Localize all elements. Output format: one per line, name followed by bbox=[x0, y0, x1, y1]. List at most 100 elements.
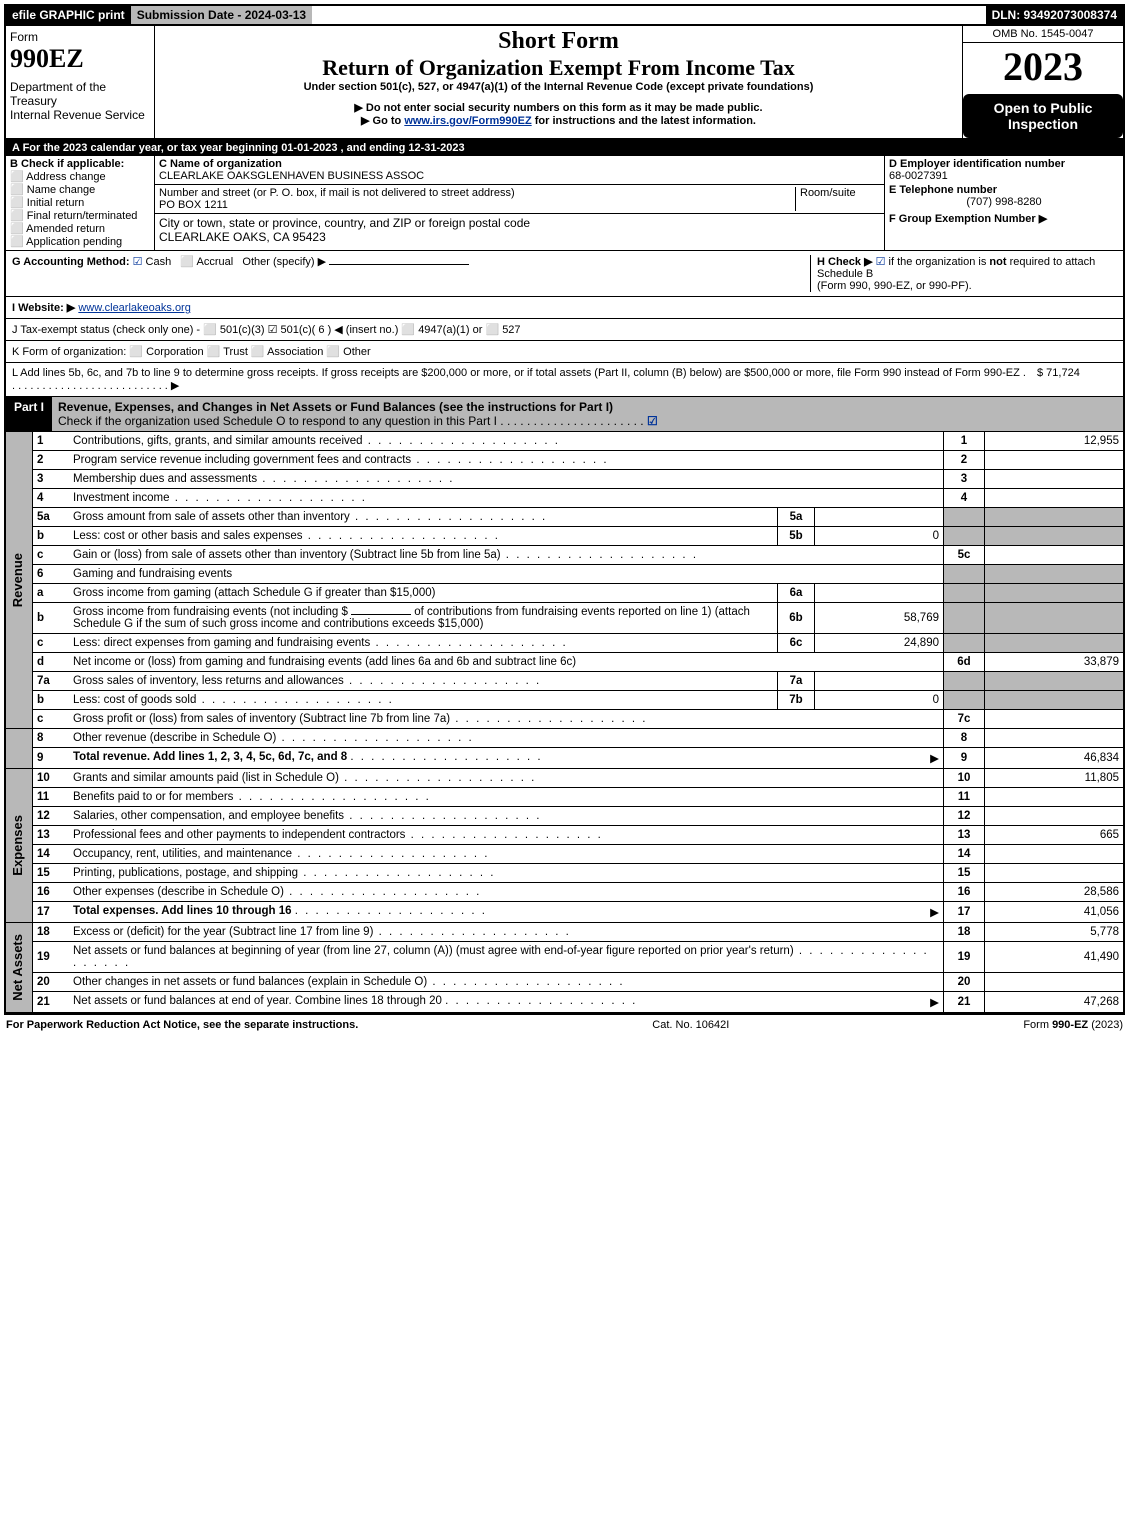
l7a-desc: Gross sales of inventory, less returns a… bbox=[69, 672, 778, 691]
l21-arrow: ▶ bbox=[930, 995, 939, 1009]
g-cash: Cash bbox=[146, 256, 172, 268]
chk-amended[interactable]: Amended return bbox=[10, 222, 150, 235]
l6-desc: Gaming and fundraising events bbox=[69, 565, 944, 584]
section-a: A For the 2023 calendar year, or tax yea… bbox=[4, 140, 1125, 156]
l7a-vshade bbox=[985, 672, 1125, 691]
goto-row: ▶ Go to www.irs.gov/Form990EZ for instru… bbox=[159, 114, 958, 127]
l6b-rshade bbox=[944, 603, 985, 634]
line-5a: 5a Gross amount from sale of assets othe… bbox=[5, 508, 1124, 527]
l21-desc: Net assets or fund balances at end of ye… bbox=[69, 992, 944, 1014]
spacer bbox=[312, 6, 985, 24]
l9-val: 46,834 bbox=[985, 748, 1125, 769]
l7b-sv: 0 bbox=[815, 691, 944, 710]
header-left: Form 990EZ Department of the Treasury In… bbox=[6, 26, 155, 138]
part1-checkbox[interactable]: ☑ bbox=[647, 414, 658, 428]
h-mid: if the organization is bbox=[889, 256, 990, 268]
l12-desc: Salaries, other compensation, and employ… bbox=[69, 807, 944, 826]
l6-vshade bbox=[985, 565, 1125, 584]
l5a-vshade bbox=[985, 508, 1125, 527]
line-19: 19 Net assets or fund balances at beginn… bbox=[5, 942, 1124, 973]
line-6a: a Gross income from gaming (attach Sched… bbox=[5, 584, 1124, 603]
l20-val bbox=[985, 973, 1125, 992]
l5c-num: c bbox=[33, 546, 70, 565]
top-bar: efile GRAPHIC print Submission Date - 20… bbox=[4, 4, 1125, 26]
l1-num: 1 bbox=[33, 432, 70, 451]
f-label-text: F Group Exemption Number ▶ bbox=[889, 213, 1047, 225]
chk-initial[interactable]: Initial return bbox=[10, 196, 150, 209]
l9-num: 9 bbox=[33, 748, 70, 769]
l5c-desc: Gain or (loss) from sale of assets other… bbox=[69, 546, 944, 565]
chk-name[interactable]: Name change bbox=[10, 183, 150, 196]
l5a-num: 5a bbox=[33, 508, 70, 527]
side-revenue-text: Revenue bbox=[10, 553, 25, 607]
l6c-rshade bbox=[944, 634, 985, 653]
goto-link[interactable]: www.irs.gov/Form990EZ bbox=[404, 115, 531, 127]
line-7b: b Less: cost of goods sold 7b 0 bbox=[5, 691, 1124, 710]
l13-num: 13 bbox=[33, 826, 70, 845]
l1-desc: Contributions, gifts, grants, and simila… bbox=[69, 432, 944, 451]
i-website[interactable]: www.clearlakeoaks.org bbox=[78, 302, 191, 314]
name-label: C Name of organization bbox=[159, 158, 282, 170]
l1-rnum: 1 bbox=[944, 432, 985, 451]
l19-rnum: 19 bbox=[944, 942, 985, 973]
phone: (707) 998-8280 bbox=[889, 196, 1119, 208]
l2-desc: Program service revenue including govern… bbox=[69, 451, 944, 470]
footer-right-post: (2023) bbox=[1091, 1019, 1123, 1031]
l6b-sv: 58,769 bbox=[815, 603, 944, 634]
efile-label: efile GRAPHIC print bbox=[6, 6, 131, 24]
h-not: not bbox=[989, 256, 1006, 268]
part1-label: Part I bbox=[6, 397, 52, 431]
l16-val: 28,586 bbox=[985, 883, 1125, 902]
line-3: 3 Membership dues and assessments 3 bbox=[5, 470, 1124, 489]
l14-desc: Occupancy, rent, utilities, and maintena… bbox=[69, 845, 944, 864]
l8-num: 8 bbox=[33, 729, 70, 748]
row-gh: G Accounting Method: ☑ Cash ⬜ Accrual Ot… bbox=[4, 251, 1125, 297]
l14-val bbox=[985, 845, 1125, 864]
header-right: OMB No. 1545-0047 2023 Open to Public In… bbox=[962, 26, 1123, 138]
line-11: 11 Benefits paid to or for members 11 bbox=[5, 788, 1124, 807]
l19-desc: Net assets or fund balances at beginning… bbox=[69, 942, 944, 973]
l18-num: 18 bbox=[33, 923, 70, 942]
l8-desc: Other revenue (describe in Schedule O) bbox=[69, 729, 944, 748]
chk-final[interactable]: Final return/terminated bbox=[10, 209, 150, 222]
l17-val: 41,056 bbox=[985, 902, 1125, 923]
l15-desc: Printing, publications, postage, and shi… bbox=[69, 864, 944, 883]
footer-right: Form 990-EZ (2023) bbox=[1023, 1019, 1123, 1031]
l12-val bbox=[985, 807, 1125, 826]
line-8: 8 Other revenue (describe in Schedule O)… bbox=[5, 729, 1124, 748]
chk-address[interactable]: Address change bbox=[10, 170, 150, 183]
l10-rnum: 10 bbox=[944, 769, 985, 788]
line-1: Revenue 1 Contributions, gifts, grants, … bbox=[5, 432, 1124, 451]
l7b-num: b bbox=[33, 691, 70, 710]
l9-desc: Total revenue. Add lines 1, 2, 3, 4, 5c,… bbox=[69, 748, 944, 769]
row-k: K Form of organization: ⬜ Corporation ⬜ … bbox=[4, 341, 1125, 363]
chk-pending[interactable]: Application pending bbox=[10, 235, 150, 248]
l19-val: 41,490 bbox=[985, 942, 1125, 973]
l5c-rnum: 5c bbox=[944, 546, 985, 565]
l11-desc: Benefits paid to or for members bbox=[69, 788, 944, 807]
l7c-val bbox=[985, 710, 1125, 729]
l6b-desc: Gross income from fundraising events (no… bbox=[69, 603, 778, 634]
l5b-num: b bbox=[33, 527, 70, 546]
l20-num: 20 bbox=[33, 973, 70, 992]
ein: 68-0027391 bbox=[889, 170, 1119, 182]
l21-d: Net assets or fund balances at end of ye… bbox=[73, 995, 442, 1007]
g-label: G Accounting Method: bbox=[12, 256, 130, 268]
g-accrual: Accrual bbox=[197, 256, 234, 268]
l21-num: 21 bbox=[33, 992, 70, 1014]
l3-rnum: 3 bbox=[944, 470, 985, 489]
footer-right-form: 990-EZ bbox=[1052, 1019, 1088, 1031]
l11-num: 11 bbox=[33, 788, 70, 807]
line-6d: d Net income or (loss) from gaming and f… bbox=[5, 653, 1124, 672]
l10-val: 11,805 bbox=[985, 769, 1125, 788]
l13-val: 665 bbox=[985, 826, 1125, 845]
l7c-rnum: 7c bbox=[944, 710, 985, 729]
l17-num: 17 bbox=[33, 902, 70, 923]
l-text: L Add lines 5b, 6c, and 7b to line 9 to … bbox=[12, 367, 1031, 392]
line-6b: b Gross income from fundraising events (… bbox=[5, 603, 1124, 634]
line-13: 13 Professional fees and other payments … bbox=[5, 826, 1124, 845]
line-5b: b Less: cost or other basis and sales ex… bbox=[5, 527, 1124, 546]
l6d-desc: Net income or (loss) from gaming and fun… bbox=[69, 653, 944, 672]
l6c-vshade bbox=[985, 634, 1125, 653]
line-6c: c Less: direct expenses from gaming and … bbox=[5, 634, 1124, 653]
